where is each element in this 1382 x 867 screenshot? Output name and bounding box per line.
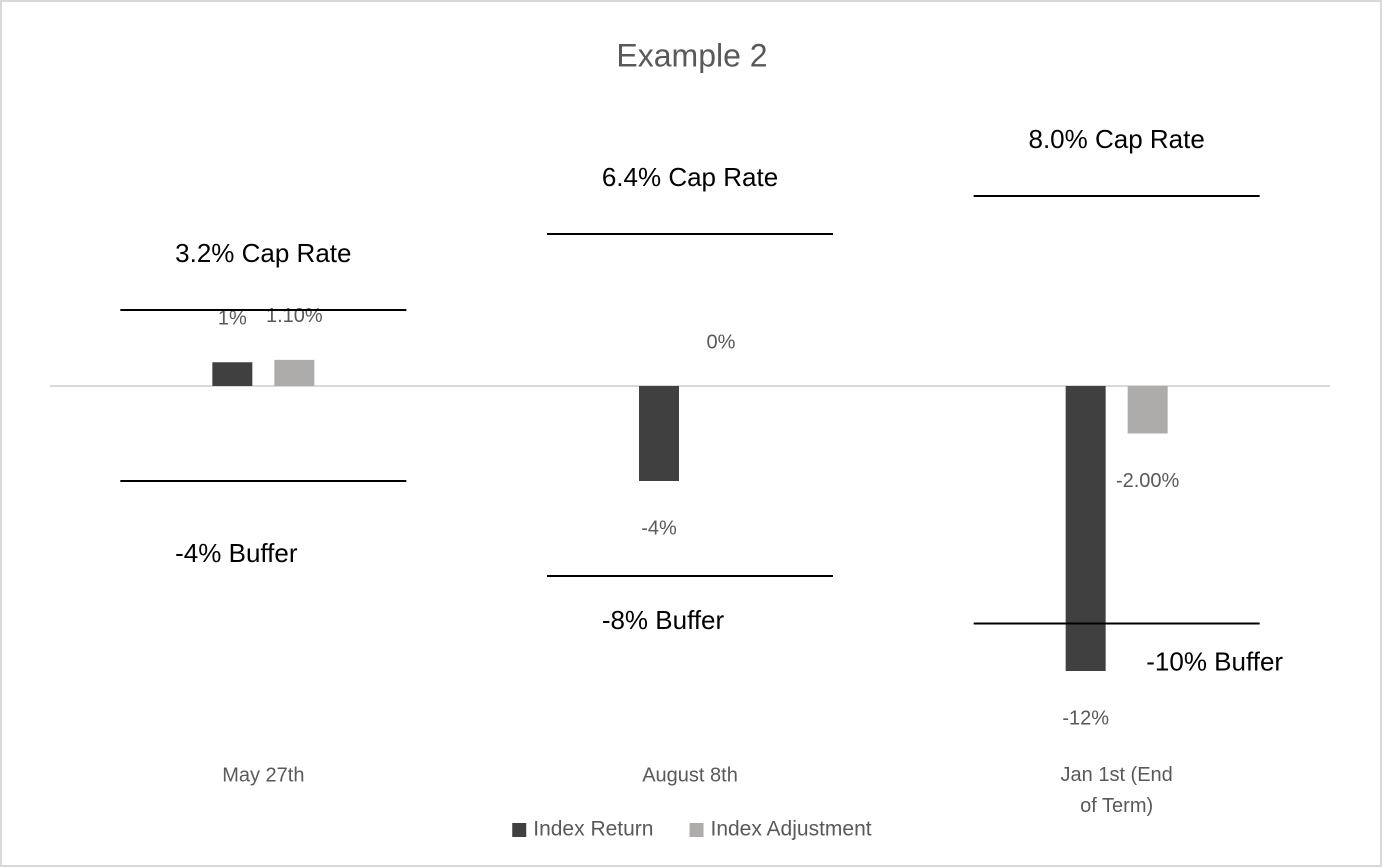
data-label: 1% (218, 308, 247, 330)
cap-rate-label: 6.4% Cap Rate (602, 162, 778, 192)
x-tick-label: May 27th (222, 764, 304, 786)
cap-rate-label: 8.0% Cap Rate (1029, 124, 1205, 154)
legend-swatch (689, 823, 704, 837)
bar (1065, 386, 1106, 671)
legend: Index Return Index Adjustment (512, 818, 872, 841)
x-tick-label: August 8th (642, 764, 738, 786)
data-label: -12% (1062, 707, 1109, 729)
buffer-label: -8% Buffer (602, 605, 725, 635)
cap-rate-label: 3.2% Cap Rate (175, 238, 351, 268)
buffer-label: -10% Buffer (1146, 646, 1283, 676)
data-label: -4% (641, 517, 677, 539)
bar (212, 362, 253, 386)
data-label: 1.10% (266, 305, 323, 327)
bar (639, 386, 679, 481)
legend-label: Index Adjustment (710, 818, 871, 841)
bar (274, 359, 315, 386)
legend-label: Index Return (533, 818, 653, 841)
data-label: -2.00% (1116, 470, 1180, 492)
chart-title: Example 2 (616, 37, 767, 73)
x-tick-label: Jan 1st (End of Term) (1061, 764, 1173, 817)
data-label: 0% (707, 331, 736, 353)
buffer-label: -4% Buffer (175, 538, 298, 568)
legend-swatch (512, 823, 527, 837)
bar (1127, 386, 1168, 434)
